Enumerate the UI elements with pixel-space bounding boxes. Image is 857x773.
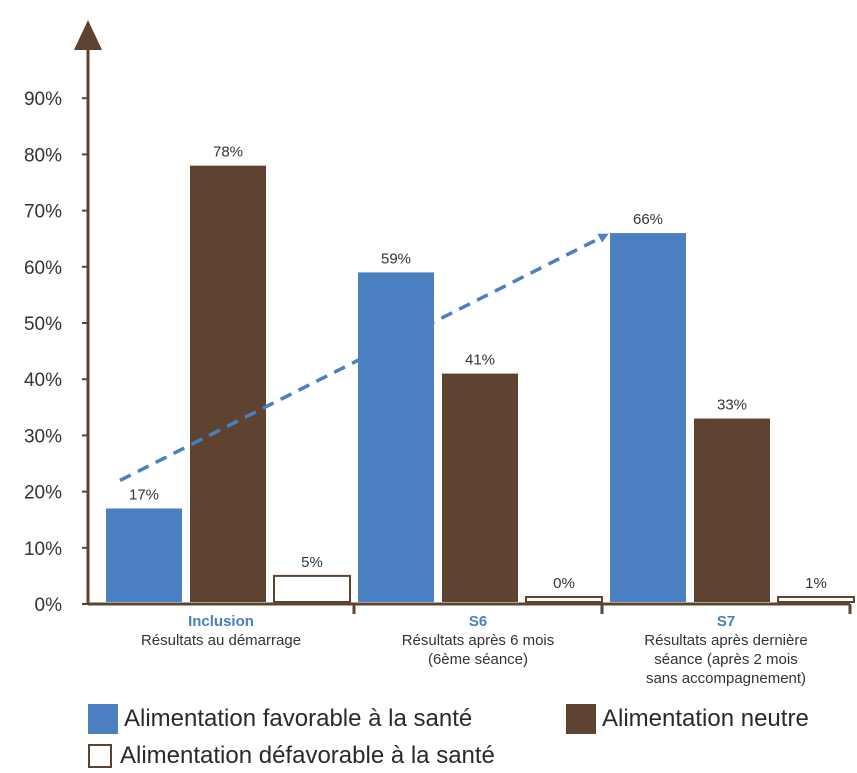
y-tick-label: 80% [24, 145, 62, 166]
legend-label-defavorable: Alimentation défavorable à la santé [120, 742, 495, 769]
group-title: S7 [717, 613, 735, 630]
bar-defavorable [777, 596, 855, 603]
group-subtitle: (6ème séance) [428, 651, 528, 668]
bar-value-label: 17% [129, 486, 159, 503]
y-tick-label: 60% [24, 258, 62, 279]
y-tick-label: 20% [24, 483, 62, 504]
legend-swatch-favorable [88, 704, 118, 734]
group-subtitle: Résultats après dernière [644, 632, 807, 649]
legend-swatch-neutre [566, 704, 596, 734]
legend-item-defavorable: Alimentation défavorable à la santé [88, 742, 495, 770]
group-subtitle: sans accompagnement) [646, 670, 806, 687]
y-tick-label: 0% [35, 595, 63, 616]
bar-favorable [358, 272, 434, 602]
y-tick-label: 40% [24, 370, 62, 391]
legend-swatch-defavorable [88, 744, 112, 768]
bar-value-label: 78% [213, 144, 243, 161]
bar-value-label: 66% [633, 211, 663, 228]
legend-label-favorable: Alimentation favorable à la santé [124, 705, 473, 732]
group-subtitle: séance (après 2 mois [654, 651, 797, 668]
y-tick-label: 50% [24, 314, 62, 335]
legend-item-favorable: Alimentation favorable à la santé [88, 704, 472, 734]
bar-value-label: 1% [805, 575, 827, 592]
trend-arrow [119, 233, 609, 483]
bar-value-label: 0% [553, 575, 575, 592]
group-title: S6 [469, 613, 487, 630]
y-tick-label: 30% [24, 426, 62, 447]
bar-neutre [442, 373, 518, 602]
y-tick-label: 10% [24, 539, 62, 560]
bar-defavorable [273, 574, 351, 604]
bar-value-label: 5% [301, 554, 323, 571]
y-tick-label: 70% [24, 202, 62, 223]
bar-defavorable [525, 596, 603, 603]
y-axis-arrowhead [74, 20, 102, 50]
bar-favorable [610, 233, 686, 602]
legend-item-neutre: Alimentation neutre [566, 704, 809, 734]
y-tick-label: 90% [24, 89, 62, 110]
bar-value-label: 33% [717, 397, 747, 414]
bar-favorable [106, 508, 182, 602]
legend-label-neutre: Alimentation neutre [602, 705, 809, 732]
group-subtitle: Résultats après 6 mois [402, 632, 555, 649]
group-title: Inclusion [188, 613, 254, 630]
bar-neutre [694, 418, 770, 602]
bar-value-label: 41% [465, 352, 495, 369]
bar-neutre [190, 165, 266, 602]
bar-value-label: 59% [381, 250, 411, 267]
group-subtitle: Résultats au démarrage [141, 632, 301, 649]
